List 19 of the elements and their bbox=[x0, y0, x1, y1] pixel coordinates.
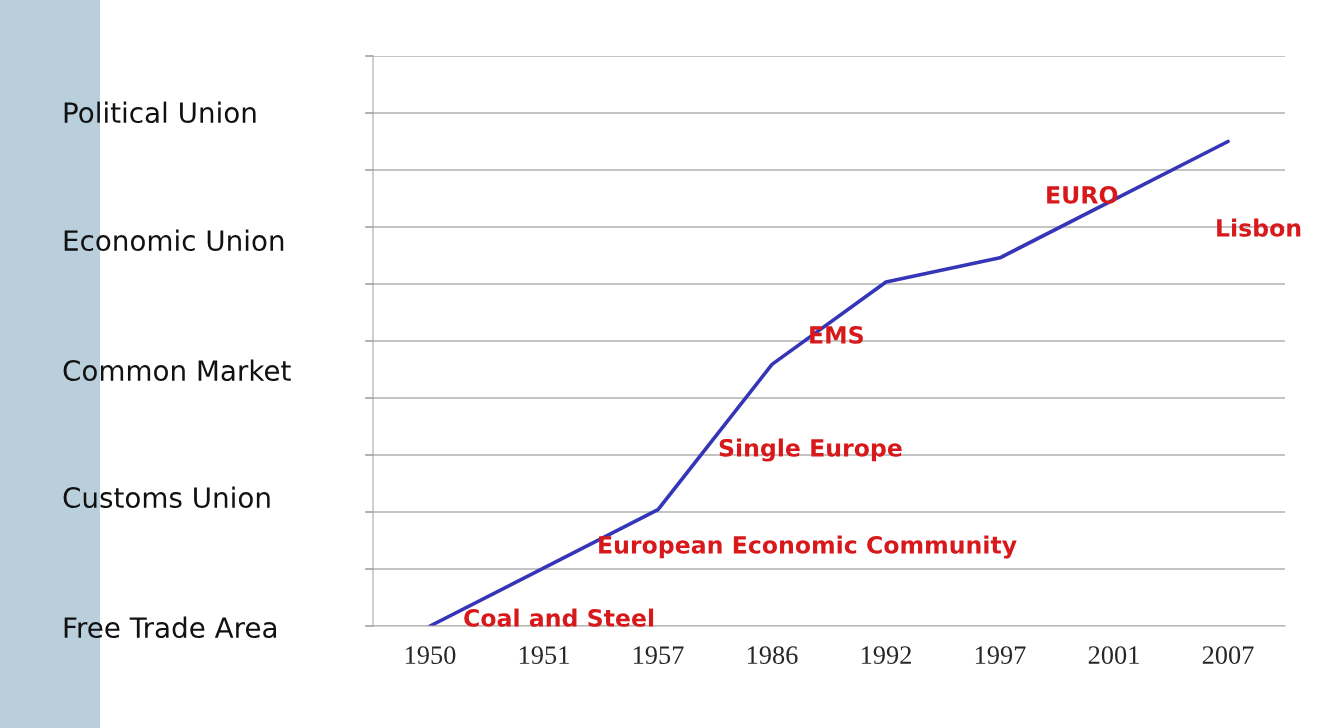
text: Customs Union bbox=[63, 486, 270, 509]
text: Political Union bbox=[64, 101, 256, 124]
annotation: EURO bbox=[1047, 185, 1118, 204]
x-tick-label: 1992 bbox=[861, 646, 911, 665]
x-tick-label: 2007 bbox=[1202, 646, 1254, 665]
x-tick-label: 2001 bbox=[1088, 646, 1139, 665]
x-tick-label: 1957 bbox=[633, 646, 684, 665]
annotation: Coal and Steel bbox=[464, 608, 654, 627]
annotation: European Economic Community bbox=[599, 535, 1017, 559]
annotation: Single Europe bbox=[719, 438, 902, 462]
text: Free Trade Area bbox=[64, 616, 277, 639]
x-tick-label: 1950 bbox=[405, 646, 456, 665]
annotation: EMS bbox=[810, 325, 863, 344]
x-tick-label: 1951 bbox=[519, 646, 569, 665]
x-tick-label: 1997 bbox=[975, 646, 1026, 665]
text: Common Market bbox=[63, 359, 291, 382]
annotation: Lisbon bbox=[1217, 218, 1301, 237]
x-tick-label: 1986 bbox=[747, 646, 798, 665]
text: Economic Union bbox=[64, 229, 284, 252]
